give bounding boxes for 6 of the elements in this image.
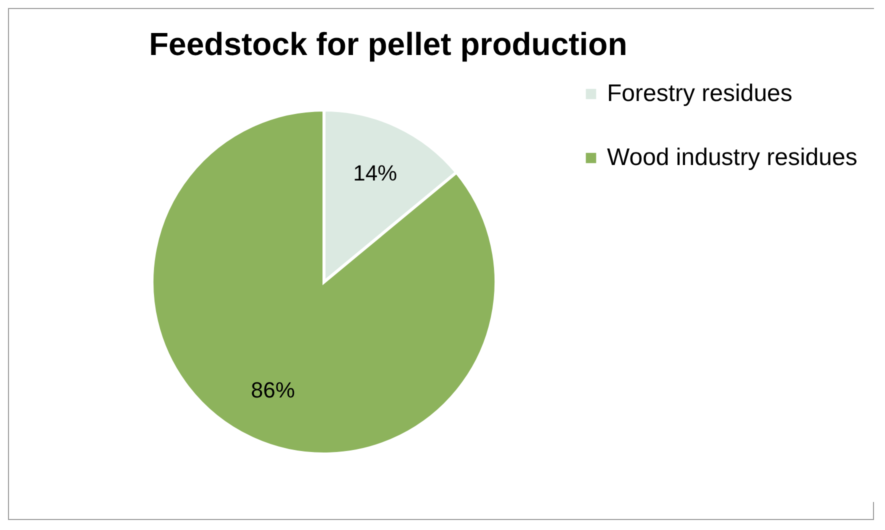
- chart-title: Feedstock for pellet production: [149, 26, 628, 62]
- legend-label: Forestry residues: [607, 80, 792, 107]
- data-label: 86%: [250, 378, 295, 403]
- legend-label: Wood industry residues: [607, 144, 858, 171]
- data-label: 14%: [353, 160, 398, 186]
- pie-slice: [150, 108, 498, 456]
